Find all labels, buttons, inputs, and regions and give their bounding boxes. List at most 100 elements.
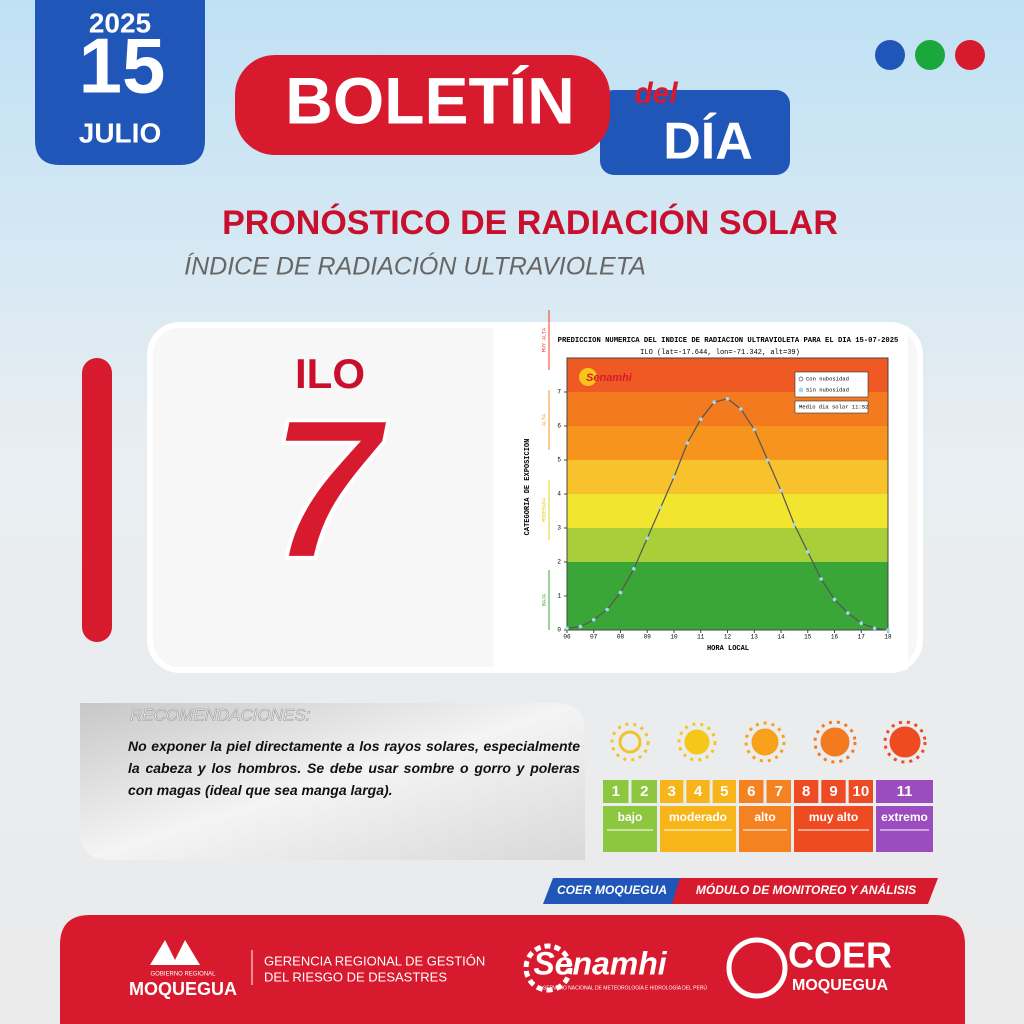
tag-right-text: MÓDULO DE MONITOREO Y ANÁLISIS xyxy=(696,882,916,897)
heading: PRONÓSTICO DE RADIACIÓN SOLAR xyxy=(222,204,838,242)
chart-logo: Senamhi xyxy=(586,372,633,384)
uv-number-box xyxy=(712,780,736,803)
tag-left xyxy=(543,878,680,904)
footer xyxy=(60,915,965,1024)
coer-logo xyxy=(726,937,788,999)
series-point xyxy=(819,577,823,581)
legend-marker xyxy=(798,376,804,382)
series-point xyxy=(846,611,850,615)
senamhi-logo xyxy=(523,943,573,993)
sun-icons xyxy=(610,720,927,764)
series-point xyxy=(698,417,703,422)
year: 2025 xyxy=(89,7,151,38)
date-block xyxy=(35,0,205,165)
gob-small: GOBIERNO REGIONAL xyxy=(150,972,216,978)
series-point xyxy=(872,626,877,631)
y-tick-label: 5 xyxy=(557,457,561,464)
series-point xyxy=(632,567,636,571)
uv-number-box xyxy=(794,780,819,803)
x-tick-label: 17 xyxy=(858,634,866,641)
y-tick-label: 3 xyxy=(557,525,561,532)
gob-logo xyxy=(150,940,200,965)
category-label: MUY ALTA xyxy=(541,328,547,352)
series-point xyxy=(618,590,623,595)
tag-right xyxy=(672,878,938,904)
uv-number: 3 xyxy=(667,783,675,800)
uv-level-box xyxy=(660,806,736,852)
recommendation-title: RECOMENDACIONES: xyxy=(130,705,311,724)
title-box xyxy=(600,90,790,175)
series-point xyxy=(739,407,743,411)
uv-number: 4 xyxy=(694,783,703,800)
series-point xyxy=(605,607,609,612)
title: BOLETÍN xyxy=(285,63,575,137)
category-label: BAJA xyxy=(541,594,547,606)
y-tick-label: 7 xyxy=(557,389,561,396)
uv-number: 2 xyxy=(640,783,648,800)
x-tick-label: 06 xyxy=(563,634,571,641)
dot xyxy=(875,40,905,70)
uv-level-box xyxy=(876,806,933,852)
note-box xyxy=(794,400,869,414)
x-tick-label: 09 xyxy=(644,634,652,641)
y-tick-label: 4 xyxy=(557,491,561,498)
chart-title: PREDICCION NUMERICA DEL INDICE DE RADIAC… xyxy=(558,337,899,345)
uv-level: bajo xyxy=(618,810,643,824)
logo-sun xyxy=(579,368,597,386)
dot xyxy=(955,40,985,70)
uv-number-box xyxy=(739,780,764,803)
series-point xyxy=(685,441,690,445)
x-tick-label: 18 xyxy=(884,634,892,641)
series-point xyxy=(832,597,837,602)
series-point xyxy=(565,626,569,631)
x-tick-label: 16 xyxy=(831,634,839,641)
x-tick-label: 13 xyxy=(751,634,759,641)
category-label: MODERADA xyxy=(541,498,547,522)
uv-number-box xyxy=(848,780,873,803)
gob: MOQUEGUA xyxy=(129,979,237,999)
y-tick-label: 0 xyxy=(557,627,561,634)
uv-number: 11 xyxy=(897,783,913,800)
series-point xyxy=(645,536,650,540)
uv-number: 6 xyxy=(747,783,755,800)
legend-label: Con nubosidad xyxy=(806,375,849,382)
y-tick-label: 2 xyxy=(557,559,561,566)
uv-index: 7 xyxy=(269,378,389,601)
uv-number-box xyxy=(821,780,846,803)
chart-note: Medio dia solar 11:52 xyxy=(799,403,868,410)
band xyxy=(567,494,888,528)
chart-subtitle: ILO (lat=-17.644, lon=-71.342, alt=39) xyxy=(640,349,800,357)
red-bar xyxy=(82,358,112,642)
series-point xyxy=(658,505,663,510)
x-tick-label: 15 xyxy=(804,634,812,641)
category-label: ALTA xyxy=(541,414,547,426)
series-point xyxy=(752,427,757,432)
title-pill xyxy=(235,55,610,155)
band xyxy=(567,528,888,562)
series-point xyxy=(578,624,583,629)
legend-label: Sin nubosidad xyxy=(806,386,849,393)
month: JULIO xyxy=(79,117,161,148)
senamhi-sub: SERVICIO NACIONAL DE METEOROLOGÍA E HIDR… xyxy=(543,984,707,991)
subheading: ÍNDICE DE RADIACIÓN ULTRAVIOLETA xyxy=(184,252,646,281)
y-axis-label: CATEGORIA DE EXPOSICION xyxy=(524,439,532,536)
title-big: DÍA xyxy=(663,113,753,171)
recommendation-text: No exponer la piel directamente a los ra… xyxy=(128,738,580,798)
uv-number: 1 xyxy=(612,783,620,800)
band xyxy=(567,426,888,460)
uv-number-box xyxy=(631,780,657,803)
x-tick-label: 14 xyxy=(777,634,785,641)
coer: COER xyxy=(788,935,892,976)
location: ILO xyxy=(295,350,365,397)
title-small: del xyxy=(634,77,678,110)
uv-level: muy alto xyxy=(809,810,858,824)
tag-left-text: COER MOQUEGUA xyxy=(557,883,667,897)
series-point xyxy=(712,400,716,405)
band xyxy=(567,596,888,630)
uv-number: 8 xyxy=(802,783,810,800)
uv-level: extremo xyxy=(881,810,928,824)
